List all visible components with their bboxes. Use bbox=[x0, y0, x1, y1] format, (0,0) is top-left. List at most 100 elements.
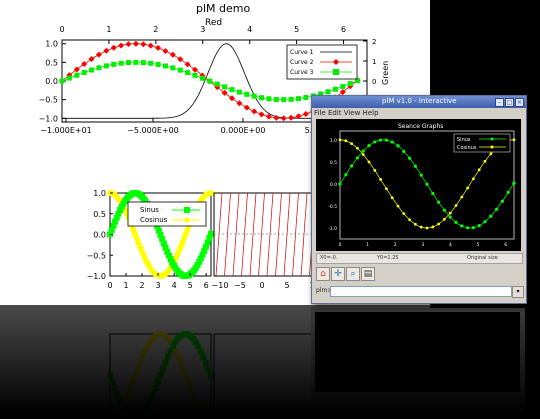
top-tick-label: 3 bbox=[200, 25, 205, 34]
plm-toolbar: ⌂ ✛ ⌕ ▤ bbox=[316, 267, 521, 281]
plm-plot-canvas[interactable]: Seance Graphs 1.0 0.5 0.0 -0.5 -1.0 0 1 2 3 4 5 6 S… bbox=[316, 119, 521, 251]
curve1-line bbox=[62, 43, 358, 119]
status-mode: Original size bbox=[467, 255, 498, 261]
plm-titlebar[interactable]: plM v1.0 - Interactive – □ × bbox=[312, 96, 526, 108]
right-tick-label: 1 bbox=[372, 58, 376, 66]
curve2-point bbox=[273, 114, 280, 121]
small-left-tick: 1.0 bbox=[93, 189, 106, 198]
curve2-point bbox=[221, 89, 228, 96]
left-tick-label: 1.0 bbox=[45, 40, 58, 49]
top-tick-label: 5 bbox=[294, 25, 299, 34]
plm-cosinus-point bbox=[338, 138, 342, 142]
left-tick-label: 0.5 bbox=[45, 58, 58, 67]
top-axis-label: Red bbox=[205, 18, 222, 28]
curve3-point bbox=[155, 61, 161, 67]
slider-line bbox=[241, 192, 248, 277]
plm-cosinus-point bbox=[367, 160, 371, 164]
plm-sinus-point bbox=[367, 144, 371, 148]
plm-sinus-point bbox=[477, 224, 481, 228]
curve2-point bbox=[265, 113, 272, 120]
top-plot-curves bbox=[59, 40, 361, 122]
plm-cosinus-point bbox=[489, 152, 493, 156]
plm-sinus-point bbox=[419, 173, 423, 177]
home-icon[interactable]: ⌂ bbox=[316, 267, 330, 281]
slider-tick: 5 bbox=[284, 281, 289, 290]
curve2-point bbox=[177, 56, 184, 63]
plm-cosinus-point bbox=[414, 222, 417, 226]
plm-sinus-point bbox=[512, 181, 516, 185]
plm-sinus-point bbox=[431, 191, 435, 196]
sinus-point bbox=[201, 247, 208, 254]
plm-cosinus-point bbox=[443, 217, 446, 221]
plm-cosinus-point bbox=[437, 222, 440, 226]
status-value: Y0=1.25 bbox=[377, 255, 399, 261]
sinus-point bbox=[162, 244, 169, 251]
curve2-point bbox=[339, 88, 346, 95]
plm-cosinus-point bbox=[512, 138, 516, 142]
plm-cosinus-point bbox=[448, 211, 452, 215]
plm-menubar[interactable]: File Edit View Help bbox=[314, 109, 379, 117]
curve3-point bbox=[347, 81, 353, 87]
curve3-point bbox=[332, 86, 338, 92]
slider-line bbox=[275, 192, 282, 277]
curve3-point bbox=[303, 94, 309, 100]
maximize-button[interactable]: □ bbox=[505, 98, 514, 107]
curve2-point bbox=[251, 108, 258, 115]
small-plot-ticks: 1.0 0.5 0.0 −0.5 −1.00 1 2 3 4 5 6 bbox=[87, 189, 209, 290]
plm-sinus-point bbox=[361, 149, 365, 153]
plm-cosinus-point bbox=[350, 142, 353, 146]
curve2-point bbox=[184, 61, 191, 68]
curve2-point bbox=[162, 47, 169, 54]
close-button[interactable]: × bbox=[515, 98, 524, 107]
curve3-point bbox=[74, 72, 80, 78]
small-left-tick: −0.5 bbox=[87, 251, 106, 260]
sinus-point bbox=[110, 222, 117, 229]
curve3-point bbox=[251, 93, 257, 99]
plm-cosinus-point bbox=[466, 186, 469, 190]
small-left-tick: 0.5 bbox=[93, 210, 106, 219]
plm-cosinus-point bbox=[431, 225, 435, 229]
curve3-point bbox=[162, 63, 168, 69]
floor-reflection bbox=[0, 305, 540, 419]
curve3-point bbox=[355, 78, 361, 84]
top-tick-label: 4 bbox=[247, 25, 252, 34]
zoom-icon[interactable]: ⌕ bbox=[346, 267, 360, 281]
plm-cosinus-point bbox=[361, 153, 365, 156]
plm-window[interactable]: plM v1.0 - Interactive – □ × File Edit V… bbox=[311, 95, 527, 304]
plm-left-tick: 0.5 bbox=[330, 160, 337, 166]
left-tick-label: −1.0 bbox=[39, 114, 58, 123]
move-icon[interactable]: ✛ bbox=[331, 267, 345, 281]
sinus-point bbox=[169, 259, 176, 266]
curve3-point bbox=[325, 89, 331, 95]
sinus-point bbox=[157, 231, 164, 238]
plm-cosinus-point bbox=[419, 225, 423, 229]
curve2-point bbox=[95, 51, 102, 58]
plm-cosinus-point bbox=[483, 159, 487, 163]
command-dropdown-button[interactable]: ▾ bbox=[512, 286, 524, 298]
plm-sinus-point bbox=[471, 226, 475, 230]
plm-sinus-point bbox=[384, 138, 388, 142]
curve2-point bbox=[280, 115, 287, 122]
plm-sinus-point bbox=[355, 156, 359, 160]
plm-cosinus-point bbox=[425, 226, 429, 230]
plm-cosinus-point bbox=[385, 187, 388, 191]
plm-sinus-point bbox=[442, 208, 446, 212]
curve3-point bbox=[192, 72, 198, 78]
curve3-point bbox=[126, 60, 132, 66]
plm-sinus-point bbox=[390, 140, 394, 144]
curve2-point bbox=[155, 44, 162, 51]
plm-bottom-tick: 4 bbox=[449, 242, 452, 248]
plm-sinus-point bbox=[437, 200, 441, 204]
plm-cosinus-point bbox=[373, 169, 377, 172]
curve3-point bbox=[140, 60, 146, 66]
plm-sinus-point bbox=[500, 199, 504, 203]
curve3-point bbox=[229, 87, 235, 93]
plm-ticks: 1.0 0.5 0.0 -0.5 -1.0 0 1 2 3 4 5 6 bbox=[328, 138, 507, 248]
curve3-point bbox=[236, 89, 242, 95]
minimize-button[interactable]: – bbox=[495, 98, 504, 107]
curve2-point bbox=[140, 41, 147, 48]
command-input[interactable] bbox=[330, 286, 512, 297]
plm-sinus-point bbox=[408, 156, 412, 160]
print-icon[interactable]: ▤ bbox=[361, 267, 375, 281]
